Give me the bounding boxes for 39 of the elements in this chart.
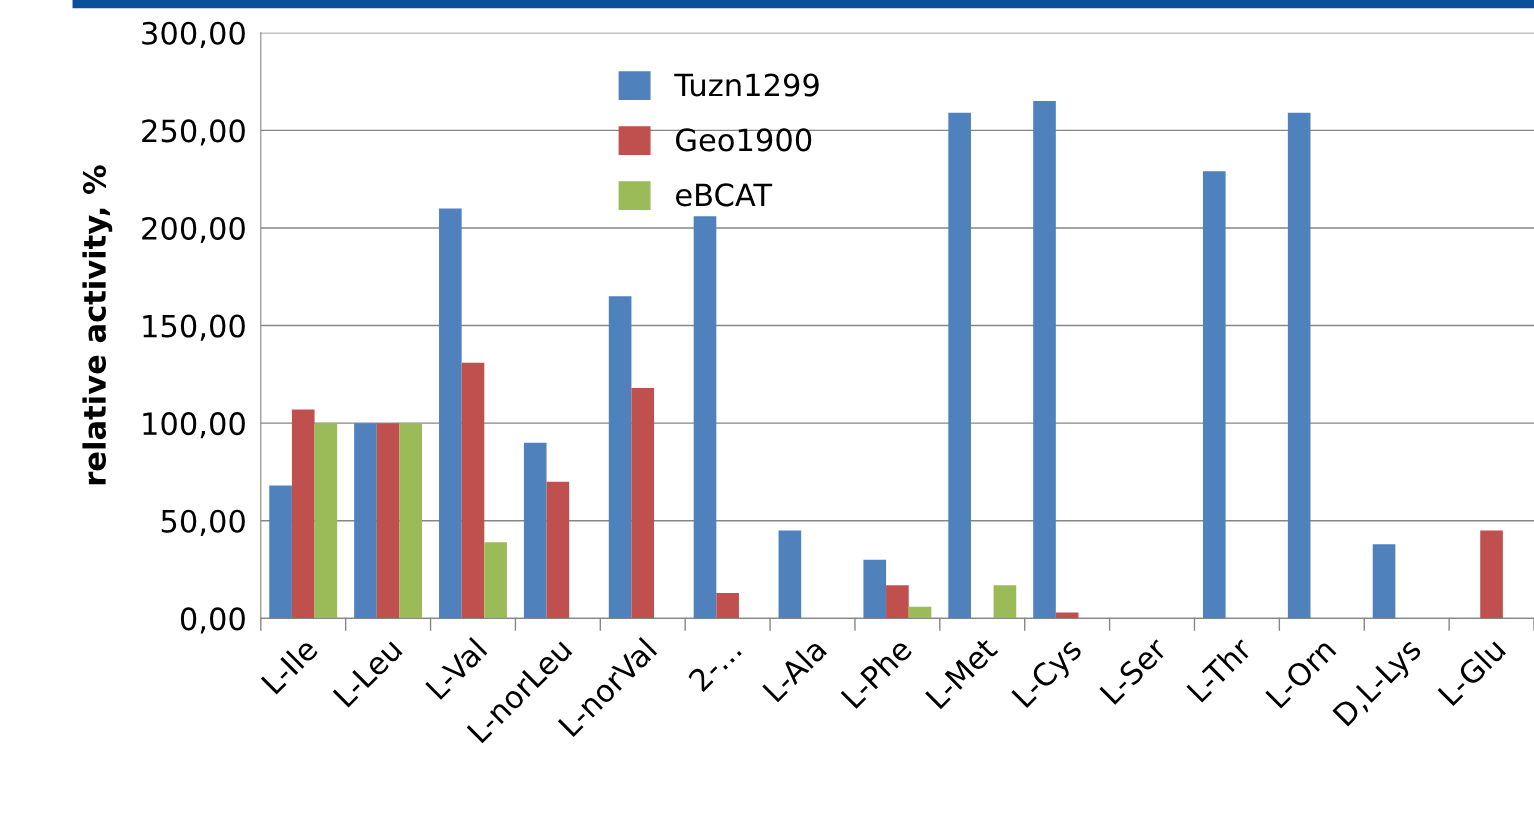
bar xyxy=(1480,530,1503,619)
bar xyxy=(1033,101,1056,619)
bar xyxy=(1055,612,1079,619)
y-axis-title: relative activity, % xyxy=(82,165,113,485)
bar xyxy=(1372,544,1396,619)
bar xyxy=(291,409,315,619)
bar xyxy=(1202,171,1226,619)
bar xyxy=(948,112,971,619)
bar xyxy=(399,423,423,619)
bar xyxy=(631,388,655,619)
y-tick-label: 150,00 xyxy=(143,314,245,341)
y-tick-label: 250,00 xyxy=(142,119,245,146)
bar xyxy=(778,530,802,619)
legend-label: Geo1900 xyxy=(676,128,812,152)
bar xyxy=(608,296,632,619)
bar xyxy=(461,362,485,619)
legend-label: eBCAT xyxy=(676,183,773,207)
bar xyxy=(523,442,547,619)
y-tick-label: 300,00 xyxy=(142,21,245,48)
bar xyxy=(484,542,507,619)
y-tick-label: 50,00 xyxy=(161,509,245,536)
bar xyxy=(886,585,909,619)
bar xyxy=(376,423,400,619)
bar xyxy=(716,592,739,619)
bar xyxy=(269,485,292,619)
bar xyxy=(908,606,932,619)
bar xyxy=(439,208,462,619)
bar xyxy=(693,216,717,619)
bar xyxy=(314,423,338,619)
y-tick-label: 0,00 xyxy=(180,607,245,634)
legend-label: Tuzn1299 xyxy=(674,73,819,97)
x-tick-label: 2-... xyxy=(687,637,742,692)
bar xyxy=(863,559,887,619)
bar xyxy=(354,423,377,619)
y-tick-label: 100,00 xyxy=(143,412,245,439)
bar xyxy=(546,481,570,619)
bar xyxy=(993,585,1017,619)
y-tick-label: 200,00 xyxy=(142,216,245,244)
bar xyxy=(1287,112,1311,619)
